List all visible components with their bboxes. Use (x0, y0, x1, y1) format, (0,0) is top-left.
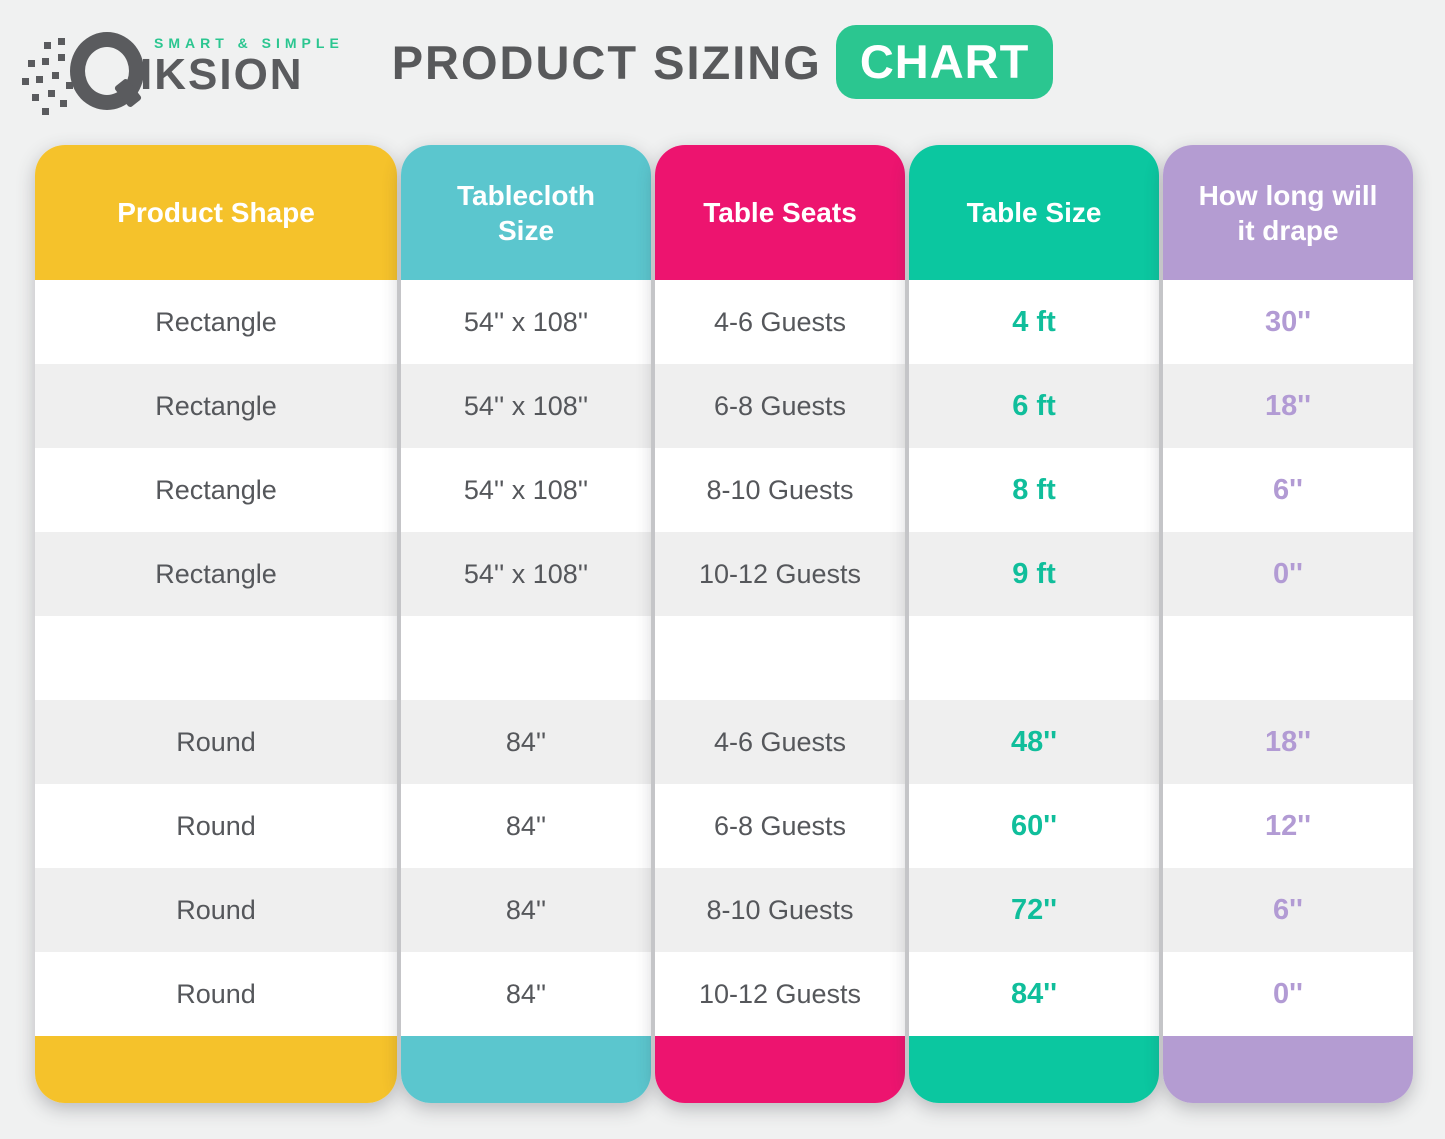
cell-size-row7: 60'' (909, 784, 1159, 868)
cell-size-row1: 4 ft (909, 280, 1159, 364)
cell-seats-row2: 6-8 Guests (655, 364, 905, 448)
brand-text: SMART & SIMPLE IKSION (140, 35, 344, 97)
cell-size-row6: 48'' (909, 700, 1159, 784)
cell-blank-size-row5 (909, 616, 1159, 700)
cell-drape-row3: 6'' (1163, 448, 1413, 532)
brand-logo: SMART & SIMPLE IKSION (36, 24, 344, 110)
cell-drape-row4: 0'' (1163, 532, 1413, 616)
cell-cloth-row8: 84'' (401, 868, 651, 952)
cell-blank-shape-row5 (35, 616, 397, 700)
brand-name: IKSION (140, 50, 304, 99)
column-card-cloth: Tablecloth Size 54'' x 108'' 54'' x 108'' 5… (401, 145, 651, 1103)
column-header-seats: Table Seats (655, 145, 905, 280)
column-footer-drape (1163, 1036, 1413, 1103)
cell-size-row4: 9 ft (909, 532, 1159, 616)
column-header-label-seats: Table Seats (703, 197, 857, 228)
cell-cloth-row7: 84'' (401, 784, 651, 868)
cell-cloth-row9: 84'' (401, 952, 651, 1036)
cell-size-row8: 72'' (909, 868, 1159, 952)
q-speed-dots (58, 38, 65, 45)
cell-cloth-row2: 54'' x 108'' (401, 364, 651, 448)
cell-cloth-row3: 54'' x 108'' (401, 448, 651, 532)
cell-drape-row6: 18'' (1163, 700, 1413, 784)
cell-size-row3: 8 ft (909, 448, 1159, 532)
cell-seats-row7: 6-8 Guests (655, 784, 905, 868)
cell-shape-row3: Rectangle (35, 448, 397, 532)
column-card-drape: How long will it drape 30'' 18'' 6'' 0'' 18''… (1163, 145, 1413, 1103)
column-footer-shape (35, 1036, 397, 1103)
cell-seats-row1: 4-6 Guests (655, 280, 905, 364)
cell-blank-cloth-row5 (401, 616, 651, 700)
page-title-badge: CHART (835, 24, 1054, 100)
cell-seats-row6: 4-6 Guests (655, 700, 905, 784)
cell-cloth-row6: 84'' (401, 700, 651, 784)
column-header-shape: Product Shape (35, 145, 397, 280)
cell-cloth-row1: 54'' x 108'' (401, 280, 651, 364)
cell-shape-row2: Rectangle (35, 364, 397, 448)
cell-shape-row1: Rectangle (35, 280, 397, 364)
brand-q-icon (36, 24, 146, 110)
cell-seats-row3: 8-10 Guests (655, 448, 905, 532)
column-header-cloth: Tablecloth Size (401, 145, 651, 280)
cell-size-row2: 6 ft (909, 364, 1159, 448)
sizing-table: Product Shape Rectangle Rectangle Rectangle… (35, 145, 1413, 1103)
column-card-shape: Product Shape Rectangle Rectangle Rectangle… (35, 145, 397, 1103)
column-header-label-shape: Product Shape (117, 197, 315, 228)
column-header-label-size: Table Size (966, 197, 1102, 228)
cell-seats-row8: 8-10 Guests (655, 868, 905, 952)
column-footer-cloth (401, 1036, 651, 1103)
cell-shape-row6: Round (35, 700, 397, 784)
cell-drape-row7: 12'' (1163, 784, 1413, 868)
cell-blank-seats-row5 (655, 616, 905, 700)
column-card-seats: Table Seats 4-6 Guests 6-8 Guests 8-10 Gues… (655, 145, 905, 1103)
brand-tagline: SMART & SIMPLE (154, 35, 344, 51)
cell-shape-row9: Round (35, 952, 397, 1036)
cell-size-row9: 84'' (909, 952, 1159, 1036)
column-card-size: Table Size 4 ft 6 ft 8 ft 9 ft 48'' 60'' 72'' 84… (909, 145, 1159, 1103)
cell-shape-row4: Rectangle (35, 532, 397, 616)
column-footer-seats (655, 1036, 905, 1103)
column-header-label-drape: How long will it drape (1198, 179, 1378, 246)
cell-drape-row1: 30'' (1163, 280, 1413, 364)
page-title: PRODUCT SIZING CHART (0, 20, 1445, 104)
cell-shape-row7: Round (35, 784, 397, 868)
cell-drape-row9: 0'' (1163, 952, 1413, 1036)
cell-seats-row9: 10-12 Guests (655, 952, 905, 1036)
column-header-drape: How long will it drape (1163, 145, 1413, 280)
column-header-size: Table Size (909, 145, 1159, 280)
column-footer-size (909, 1036, 1159, 1103)
cell-seats-row4: 10-12 Guests (655, 532, 905, 616)
column-header-label-cloth: Tablecloth Size (457, 179, 595, 246)
page-header: SMART & SIMPLE IKSION PRODUCT SIZING CHA… (0, 0, 1445, 135)
cell-drape-row2: 18'' (1163, 364, 1413, 448)
page-title-text: PRODUCT SIZING (391, 35, 822, 89)
cell-drape-row8: 6'' (1163, 868, 1413, 952)
cell-blank-drape-row5 (1163, 616, 1413, 700)
cell-shape-row8: Round (35, 868, 397, 952)
cell-cloth-row4: 54'' x 108'' (401, 532, 651, 616)
